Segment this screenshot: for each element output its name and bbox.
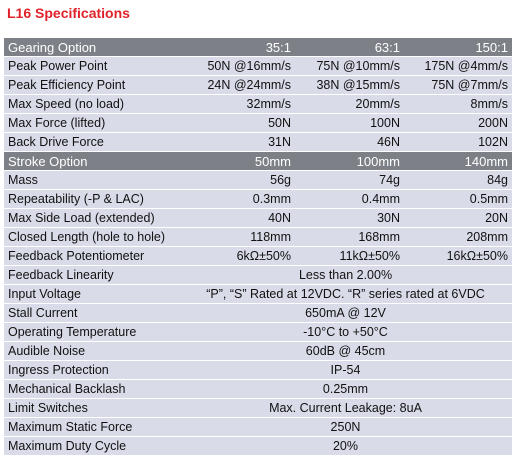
cell-value: 0.25mm xyxy=(179,379,512,399)
cell-value: Max. Current Leakage: 8uA xyxy=(179,398,512,418)
row-label: Operating Temperature xyxy=(4,322,179,342)
row-label: Mass xyxy=(4,170,179,190)
cell-value: 11kΩ±50% xyxy=(295,246,404,266)
stroke-option-header: Stroke Option 50mm 100mm 140mm xyxy=(4,151,512,171)
cell-value: “P”, “S” Rated at 12VDC. “R” series rate… xyxy=(179,284,512,304)
cell-value: 30N xyxy=(295,208,404,228)
cell-value: 38N @15mm/s xyxy=(295,75,404,95)
row-label: Maximum Static Force xyxy=(4,417,179,437)
row-label: Repeatability (-P & LAC) xyxy=(4,189,179,209)
header-label: Stroke Option xyxy=(4,151,179,171)
row-label: Max Side Load (extended) xyxy=(4,208,179,228)
cell-value: -10°C to +50°C xyxy=(179,322,512,342)
cell-value: 84g xyxy=(404,170,512,190)
cell-value: 0.5mm xyxy=(404,189,512,209)
table-row: Maximum Static Force 250N xyxy=(4,417,512,437)
header-value: 150:1 xyxy=(404,38,512,57)
cell-value: 208mm xyxy=(404,227,512,247)
header-value: 63:1 xyxy=(295,38,404,57)
table-row: Operating Temperature -10°C to +50°C xyxy=(4,322,512,342)
cell-value: 46N xyxy=(295,132,404,152)
page-title: L16 Specifications xyxy=(7,5,130,21)
cell-value: 20% xyxy=(179,436,512,456)
table-row: Peak Power Point 50N @16mm/s 75N @10mm/s… xyxy=(4,56,512,76)
specifications-table: Gearing Option 35:1 63:1 150:1 Peak Powe… xyxy=(4,38,512,456)
table-row: Max Speed (no load) 32mm/s 20mm/s 8mm/s xyxy=(4,94,512,114)
header-value: 35:1 xyxy=(179,38,295,57)
cell-value: 32mm/s xyxy=(179,94,295,114)
row-label: Max Speed (no load) xyxy=(4,94,179,114)
cell-value: 20N xyxy=(404,208,512,228)
cell-value: 56g xyxy=(179,170,295,190)
table-row: Maximum Duty Cycle 20% xyxy=(4,436,512,456)
cell-value: 40N xyxy=(179,208,295,228)
cell-value: 50N xyxy=(179,113,295,133)
row-label: Mechanical Backlash xyxy=(4,379,179,399)
row-label: Audible Noise xyxy=(4,341,179,361)
cell-value: 118mm xyxy=(179,227,295,247)
cell-value: 200N xyxy=(404,113,512,133)
cell-value: 74g xyxy=(295,170,404,190)
cell-value: IP-54 xyxy=(179,360,512,380)
header-label: Gearing Option xyxy=(4,38,179,57)
cell-value: 75N @10mm/s xyxy=(295,56,404,76)
row-label: Back Drive Force xyxy=(4,132,179,152)
row-label: Limit Switches xyxy=(4,398,179,418)
row-label: Maximum Duty Cycle xyxy=(4,436,179,456)
header-value: 100mm xyxy=(295,151,404,171)
cell-value: 650mA @ 12V xyxy=(179,303,512,323)
table-row: Max Force (lifted) 50N 100N 200N xyxy=(4,113,512,133)
row-label: Input Voltage xyxy=(4,284,179,304)
cell-value: 31N xyxy=(179,132,295,152)
row-label: Peak Efficiency Point xyxy=(4,75,179,95)
table-row: Mechanical Backlash 0.25mm xyxy=(4,379,512,399)
cell-value: 8mm/s xyxy=(404,94,512,114)
table-row: Stall Current 650mA @ 12V xyxy=(4,303,512,323)
cell-value: 75N @7mm/s xyxy=(404,75,512,95)
cell-value: 20mm/s xyxy=(295,94,404,114)
table-row: Audible Noise 60dB @ 45cm xyxy=(4,341,512,361)
cell-value: 250N xyxy=(179,417,512,437)
row-label: Ingress Protection xyxy=(4,360,179,380)
row-label: Feedback Potentiometer xyxy=(4,246,179,266)
cell-value: 60dB @ 45cm xyxy=(179,341,512,361)
table-row: Closed Length (hole to hole) 118mm 168mm… xyxy=(4,227,512,247)
cell-value: 168mm xyxy=(295,227,404,247)
row-label: Stall Current xyxy=(4,303,179,323)
row-label: Closed Length (hole to hole) xyxy=(4,227,179,247)
table-row: Peak Efficiency Point 24N @24mm/s 38N @1… xyxy=(4,75,512,95)
table-row: Mass 56g 74g 84g xyxy=(4,170,512,190)
cell-value: 102N xyxy=(404,132,512,152)
row-label: Max Force (lifted) xyxy=(4,113,179,133)
row-label: Feedback Linearity xyxy=(4,265,179,285)
cell-value: 0.3mm xyxy=(179,189,295,209)
cell-value: 175N @4mm/s xyxy=(404,56,512,76)
table-row: Input Voltage “P”, “S” Rated at 12VDC. “… xyxy=(4,284,512,304)
table-row: Limit Switches Max. Current Leakage: 8uA xyxy=(4,398,512,418)
cell-value: 6kΩ±50% xyxy=(179,246,295,266)
table-row: Repeatability (-P & LAC) 0.3mm 0.4mm 0.5… xyxy=(4,189,512,209)
table-row: Back Drive Force 31N 46N 102N xyxy=(4,132,512,152)
cell-value: 0.4mm xyxy=(295,189,404,209)
gearing-option-header: Gearing Option 35:1 63:1 150:1 xyxy=(4,38,512,57)
table-row: Feedback Linearity Less than 2.00% xyxy=(4,265,512,285)
cell-value: 16kΩ±50% xyxy=(404,246,512,266)
table-row: Ingress Protection IP-54 xyxy=(4,360,512,380)
row-label: Peak Power Point xyxy=(4,56,179,76)
table-row: Feedback Potentiometer 6kΩ±50% 11kΩ±50% … xyxy=(4,246,512,266)
header-value: 140mm xyxy=(404,151,512,171)
table-row: Max Side Load (extended) 40N 30N 20N xyxy=(4,208,512,228)
cell-value: 24N @24mm/s xyxy=(179,75,295,95)
cell-value: Less than 2.00% xyxy=(179,265,512,285)
cell-value: 100N xyxy=(295,113,404,133)
cell-value: 50N @16mm/s xyxy=(179,56,295,76)
header-value: 50mm xyxy=(179,151,295,171)
